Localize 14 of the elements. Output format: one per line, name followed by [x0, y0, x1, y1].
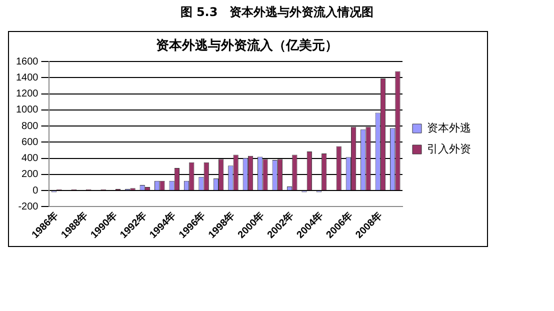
y-tick-label: 400	[22, 153, 39, 164]
y-tick-label: 1200	[16, 88, 39, 100]
legend-label: 引入外资	[427, 142, 471, 156]
y-tick-label: -200	[18, 201, 39, 212]
y-tick-label: 600	[22, 136, 39, 148]
chart-title: 资本外逃与外资流入（亿美元）	[156, 37, 338, 52]
y-tick-label: 800	[22, 120, 39, 132]
legend-label: 资本外逃	[427, 122, 471, 135]
y-tick-label: 1400	[16, 72, 39, 84]
y-tick-label: 0	[32, 185, 39, 196]
y-tick-label: 1600	[16, 56, 39, 68]
caption: 图 5.3 资本外逃与外资流入情况图	[179, 4, 375, 21]
y-tick-label: 1000	[16, 104, 39, 116]
y-tick-label: 200	[22, 169, 39, 180]
